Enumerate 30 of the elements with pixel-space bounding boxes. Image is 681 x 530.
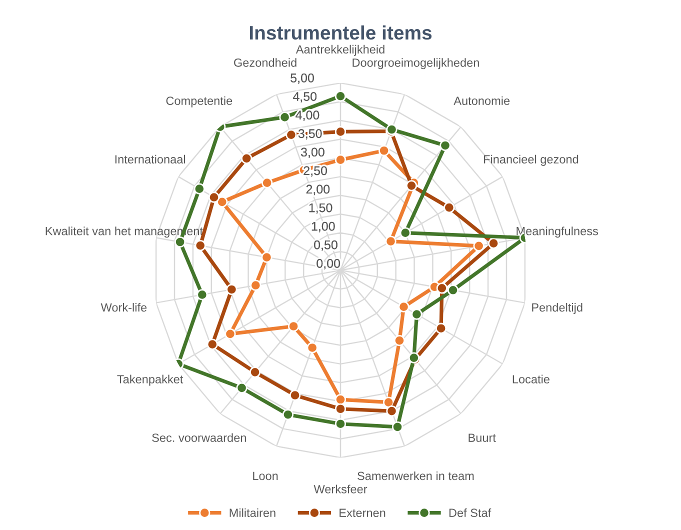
spoke-label: Buurt bbox=[468, 434, 496, 442]
spoke-label: Aantrekkelijkheid bbox=[296, 44, 384, 56]
spoke-label: Takenpakket bbox=[117, 374, 184, 386]
y-tick-label: 5,00 bbox=[290, 74, 314, 84]
chart-title: Instrumentele items bbox=[250, 25, 432, 40]
spoke-label: Pendeltijd bbox=[532, 302, 582, 314]
spoke-label: Doorgroeimogelijkheden bbox=[352, 58, 479, 70]
legend-label: Def Staf bbox=[449, 508, 492, 518]
y-tick-label: 1,00 bbox=[312, 222, 335, 232]
spoke-label: Internationaal bbox=[115, 154, 186, 164]
y-tick-label: 0,00 bbox=[316, 258, 340, 270]
spoke-label: Loon bbox=[253, 472, 278, 480]
legend-label: Militairen bbox=[230, 508, 276, 518]
spoke-label: Gezondheid bbox=[234, 58, 296, 67]
spoke-label: Work-life bbox=[100, 302, 147, 312]
y-tick-label: 1,50 bbox=[309, 203, 332, 214]
spoke-label: Samenwerken in team bbox=[358, 471, 474, 480]
spoke-label: Locatie bbox=[512, 374, 550, 384]
spoke-label: Financieel gezond bbox=[484, 154, 578, 166]
y-tick-label: 0,50 bbox=[314, 240, 338, 251]
spoke-label: Meaningfulness bbox=[516, 226, 598, 238]
spoke-label: Sec. voorwaarden bbox=[152, 433, 246, 442]
spoke-label: Werksfeer bbox=[314, 484, 368, 494]
y-tick-label: 2,00 bbox=[306, 184, 330, 196]
spoke-label: Competentie bbox=[166, 96, 232, 108]
y-tick-label: 3,00 bbox=[301, 148, 324, 158]
y-tick-label: 4,00 bbox=[296, 110, 320, 121]
y-tick-label: 4,50 bbox=[293, 92, 317, 102]
spoke-label: Autonomie bbox=[454, 96, 510, 106]
legend-label: Externen bbox=[340, 508, 386, 518]
